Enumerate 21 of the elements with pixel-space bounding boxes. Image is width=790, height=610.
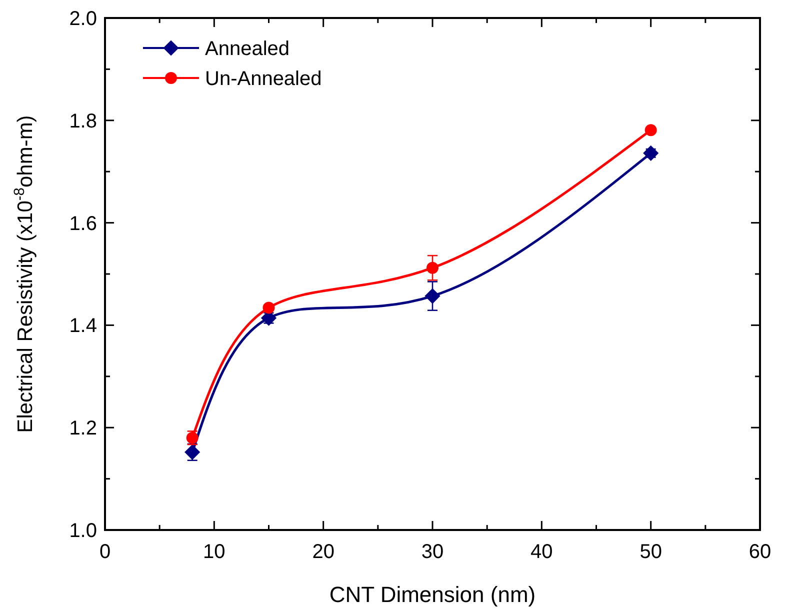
point	[644, 124, 657, 136]
text: 1.0	[69, 520, 97, 542]
x-tick-label: 30	[421, 541, 444, 563]
point	[424, 288, 440, 304]
legend-label: Un-Annealed	[205, 68, 322, 90]
y-tick-label: 1.8	[69, 110, 97, 132]
x-tick-label: 0	[99, 541, 111, 563]
text: 2.0	[69, 8, 97, 30]
x-tick-label: 40	[530, 541, 553, 563]
point	[262, 302, 275, 314]
x-tick-label: 10	[203, 541, 226, 563]
x-tick-label: 60	[748, 541, 772, 563]
y-tick-label: 1.6	[69, 212, 97, 235]
point	[426, 262, 438, 274]
x-axis-title: CNT Dimension (nm)	[329, 582, 536, 607]
x-tick-label: 20	[312, 541, 334, 563]
x-tick-label: 50	[640, 541, 662, 563]
legend-label: Annealed	[205, 38, 290, 60]
y-tick-label: 1.4	[69, 315, 97, 338]
point	[643, 145, 659, 161]
y-tick-label: 1.2	[69, 418, 97, 440]
